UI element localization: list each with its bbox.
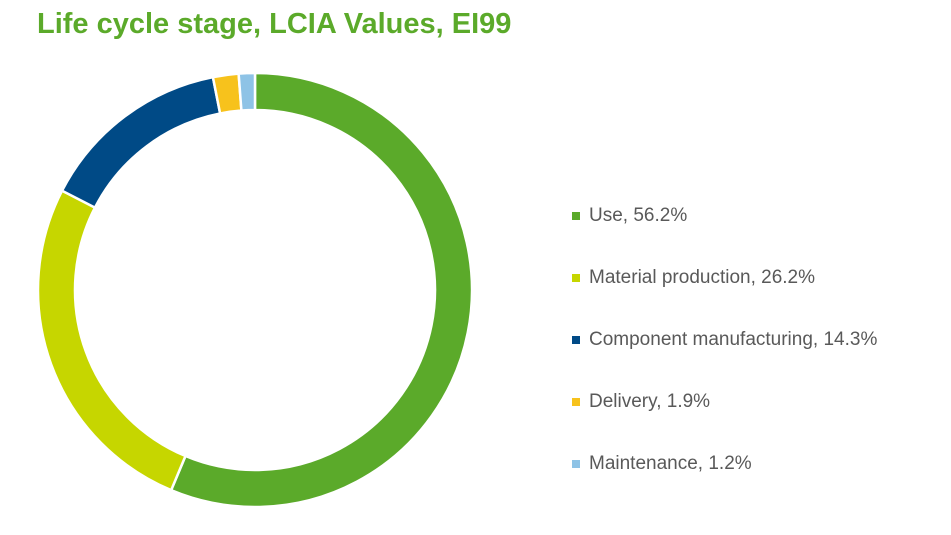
legend-swatch-component-manufacturing xyxy=(572,335,580,344)
legend-label-material-production: Material production, 26.2% xyxy=(589,266,816,288)
legend: Use, 56.2% Material production, 26.2% Co… xyxy=(572,200,942,510)
legend-item-maintenance: Maintenance, 1.2% xyxy=(572,448,942,479)
legend-swatch-delivery xyxy=(572,397,580,406)
donut-slice-maintenance xyxy=(237,71,257,112)
legend-item-delivery: Delivery, 1.9% xyxy=(572,386,942,417)
donut-slice-material-production xyxy=(36,189,188,492)
legend-swatch-material-production xyxy=(572,273,580,282)
legend-item-use: Use, 56.2% xyxy=(572,200,942,231)
donut-slice-component-manufacturing xyxy=(60,75,222,210)
chart-title: Life cycle stage, LCIA Values, EI99 xyxy=(37,8,512,40)
legend-label-maintenance: Maintenance, 1.2% xyxy=(589,452,752,474)
legend-item-component-manufacturing: Component manufacturing, 14.3% xyxy=(572,324,942,355)
donut-slices xyxy=(36,71,474,509)
legend-label-use: Use, 56.2% xyxy=(589,204,688,226)
legend-swatch-use xyxy=(572,211,580,220)
legend-label-component-manufacturing: Component manufacturing, 14.3% xyxy=(589,328,878,350)
donut-slice-use xyxy=(169,71,474,509)
legend-item-material-production: Material production, 26.2% xyxy=(572,262,942,293)
legend-swatch-maintenance xyxy=(572,459,580,468)
legend-label-delivery: Delivery, 1.9% xyxy=(589,390,711,412)
